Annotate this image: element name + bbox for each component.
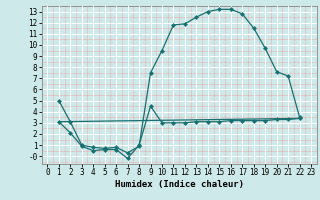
X-axis label: Humidex (Indice chaleur): Humidex (Indice chaleur): [115, 180, 244, 189]
